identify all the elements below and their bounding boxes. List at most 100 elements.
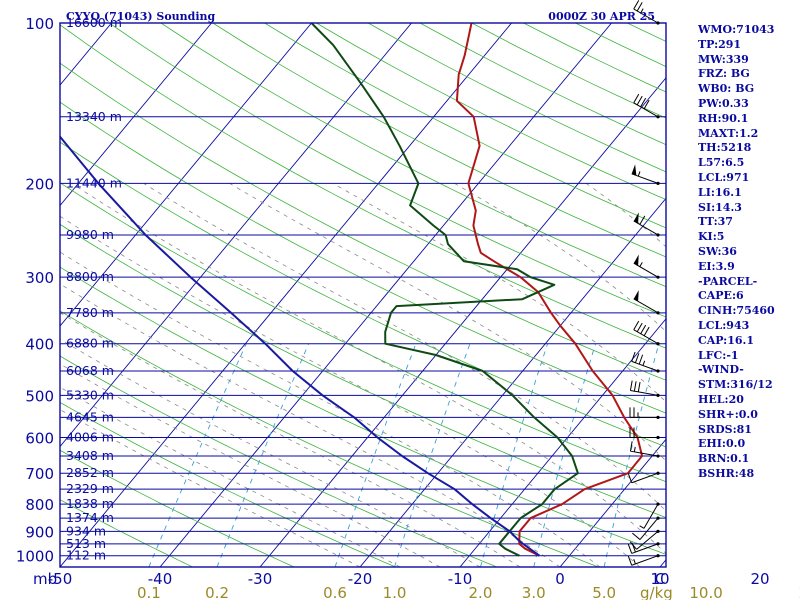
pressure-tick-label: 200 <box>25 175 54 193</box>
index-value: -WIND- <box>698 363 744 377</box>
background-reference-lines <box>60 23 666 567</box>
parcel-profile-line <box>60 135 540 557</box>
wind-barbs <box>627 0 660 566</box>
mixing-ratio-tick-label: 5.0 <box>592 584 616 600</box>
dry-adiabat-line <box>60 223 666 518</box>
mixing-ratio-line <box>394 343 471 567</box>
wind-barb <box>631 164 660 185</box>
isotherm-line <box>159 23 612 567</box>
isotherm-line <box>60 23 512 567</box>
index-value: TH:5218 <box>698 141 752 155</box>
moist-adiabat-line <box>60 338 481 567</box>
index-value: SI:14.3 <box>698 200 742 214</box>
pressure-tick-label: 900 <box>25 523 54 541</box>
height-tick-label: 9980 m <box>66 227 114 242</box>
mixing-ratio-line <box>148 343 247 567</box>
plot-frame <box>59 22 667 568</box>
index-value: CINH:75460 <box>698 304 775 318</box>
wind-barb <box>627 471 660 484</box>
wind-barb <box>627 554 660 566</box>
index-value: TP:291 <box>698 37 742 51</box>
mixing-ratio-line <box>603 343 660 567</box>
height-tick-label: 2329 m <box>66 481 114 496</box>
wind-barb <box>629 380 660 397</box>
pressure-tick-label: 500 <box>25 387 54 405</box>
pressure-tick-label: 700 <box>25 465 54 483</box>
index-value: LFC:-1 <box>698 348 739 362</box>
wind-barb <box>639 502 660 529</box>
height-tick-label: 4006 m <box>66 430 114 445</box>
index-value: SHR+:0.0 <box>698 407 758 421</box>
height-tick-label: 11440 m <box>66 175 122 190</box>
mixing-ratio-tick-label: 1.0 <box>383 584 407 600</box>
mixing-ratio-line <box>216 343 310 567</box>
index-value: TT:37 <box>698 215 733 229</box>
pressure-tick-label: 400 <box>25 336 54 354</box>
dry-adiabat-line <box>60 24 666 349</box>
height-tick-label: 5330 m <box>66 387 114 402</box>
temperature-tick-label: 10 <box>650 570 669 588</box>
wind-barb <box>629 407 660 420</box>
moist-adiabat-line <box>71 183 666 555</box>
mixing-ratio-tick-label: 0.6 <box>323 584 347 600</box>
dry-adiabat-line <box>60 499 193 567</box>
index-value: EI:3.9 <box>698 259 735 273</box>
moist-adiabat-line <box>60 283 561 567</box>
wind-barb <box>631 351 660 373</box>
dry-adiabat-line <box>60 355 498 567</box>
mixing-ratio-tick-label: 0.1 <box>137 584 161 600</box>
index-value: SRDS:81 <box>698 422 752 436</box>
moist-adiabat-line <box>60 409 361 567</box>
pressure-tick-label: 300 <box>25 269 54 287</box>
pressure-tick-label: 600 <box>25 430 54 448</box>
moist-adiabat-line <box>60 215 641 567</box>
wind-barb <box>633 254 660 279</box>
wind-barb <box>633 212 660 237</box>
index-value: KI:5 <box>698 230 725 244</box>
pressure-tick-label: 800 <box>25 496 54 514</box>
mixing-ratio-tick-label: 3.0 <box>522 584 546 600</box>
mixing-ratio-tick-label: 0.2 <box>205 584 229 600</box>
height-tick-label: 6068 m <box>66 363 114 378</box>
height-tick-label: 7780 m <box>66 305 114 320</box>
temperature-tick-label: 20 <box>750 570 769 588</box>
index-value: -PARCEL- <box>698 274 758 288</box>
index-value: PW:0.33 <box>698 96 749 110</box>
index-value: EHI:0.0 <box>698 437 746 451</box>
moist-adiabat-line <box>60 251 601 567</box>
index-value: RH:90.1 <box>698 111 749 125</box>
dry-adiabat-line <box>60 266 666 555</box>
wind-barb <box>633 93 660 119</box>
isotherm-line <box>459 318 666 567</box>
isotherm-line <box>259 77 666 567</box>
units-right-label: g/kg <box>640 584 673 600</box>
height-tick-label: 6880 m <box>66 336 114 351</box>
dry-adiabat-line <box>60 449 295 567</box>
wind-barb <box>633 320 660 346</box>
temperature-tick-label: -40 <box>148 570 173 588</box>
isotherm-line <box>60 23 412 448</box>
mixing-ratio-line <box>334 343 417 567</box>
isotherm-line <box>60 23 212 207</box>
pressure-tick-label: 1000 <box>16 548 54 566</box>
dry-adiabat-line <box>60 182 666 483</box>
dry-adiabat-line <box>160 23 666 288</box>
mixing-ratio-line <box>533 343 597 567</box>
moist-adiabat-line <box>60 312 521 567</box>
moist-adiabat-line <box>60 386 401 567</box>
temperature-tick-label: 0 <box>555 570 565 588</box>
index-value: L57:6.5 <box>698 156 745 170</box>
temperature-tick-label: -20 <box>348 570 373 588</box>
wind-barb <box>633 0 660 25</box>
height-tick-label: 1838 m <box>66 496 114 511</box>
dry-adiabat-line <box>60 401 396 567</box>
height-tick-label: 3408 m <box>66 448 114 463</box>
temperature-profile-line <box>455 23 644 557</box>
height-tick-label: 513 m <box>66 536 106 551</box>
height-tick-label: 4645 m <box>66 409 114 424</box>
height-tick-label: 112 m <box>66 548 106 563</box>
height-tick-label: 934 m <box>66 523 106 538</box>
height-tick-label: 16600 m <box>66 15 122 30</box>
index-value: BSHR:48 <box>698 466 755 480</box>
